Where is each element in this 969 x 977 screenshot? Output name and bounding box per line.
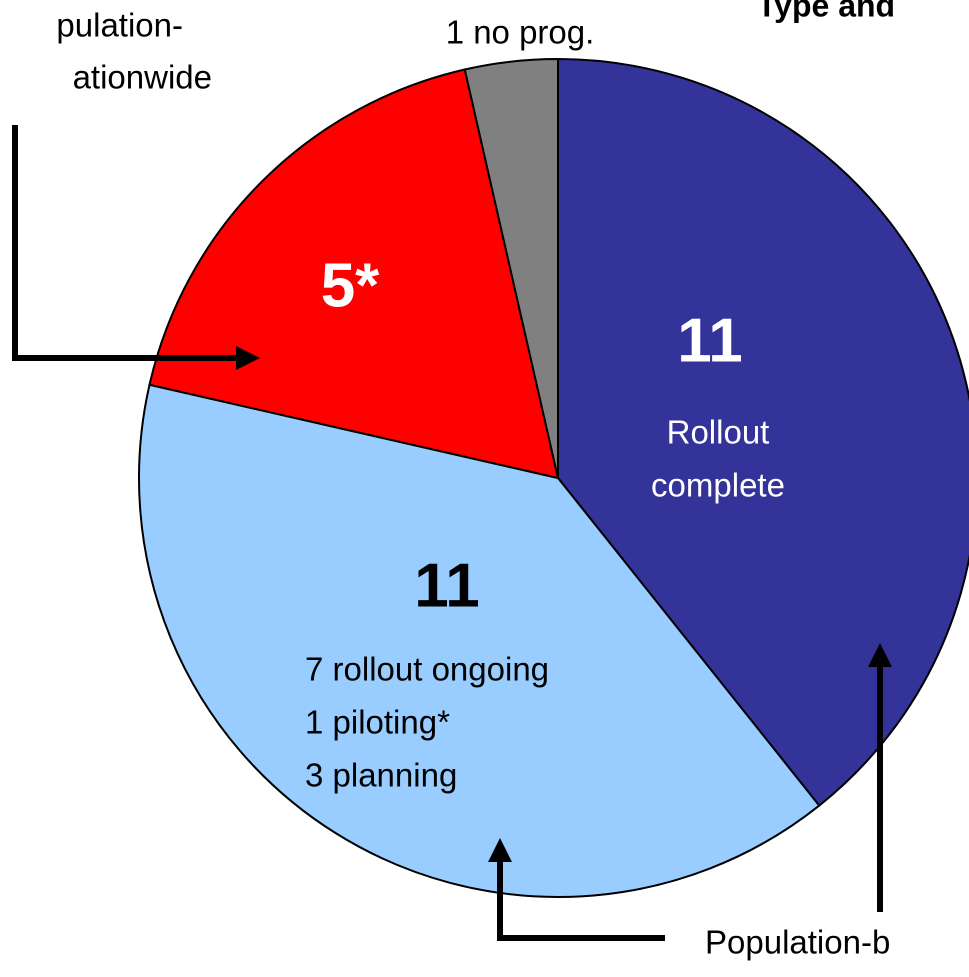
arrowhead [488,838,512,862]
arrowhead [236,346,260,370]
data-label: 11 [414,551,480,620]
arrow [497,860,665,941]
slice-note: 1 piloting* [305,704,450,741]
data-label: 1 no prog. [446,14,595,51]
slice-note: complete [651,467,785,504]
data-label: 11 [677,306,743,375]
slice-note: 7 rollout ongoing [305,651,549,688]
slice-note: Rollout [667,414,770,451]
pie-slice [148,68,560,480]
annotation: ationwide [73,59,212,96]
annotation: pulation- [56,7,183,44]
annotation: Population-b [705,924,890,961]
pie-slice [557,57,969,807]
data-label: 5* [321,251,380,320]
arrowhead [868,643,892,667]
arrow [12,125,238,361]
pie-slice [138,383,821,898]
arrows [12,125,883,941]
chart-title: Type and [757,0,895,23]
slice-note: 3 planning [305,757,457,794]
pie-slice [463,57,559,479]
arrowheads [236,346,892,862]
